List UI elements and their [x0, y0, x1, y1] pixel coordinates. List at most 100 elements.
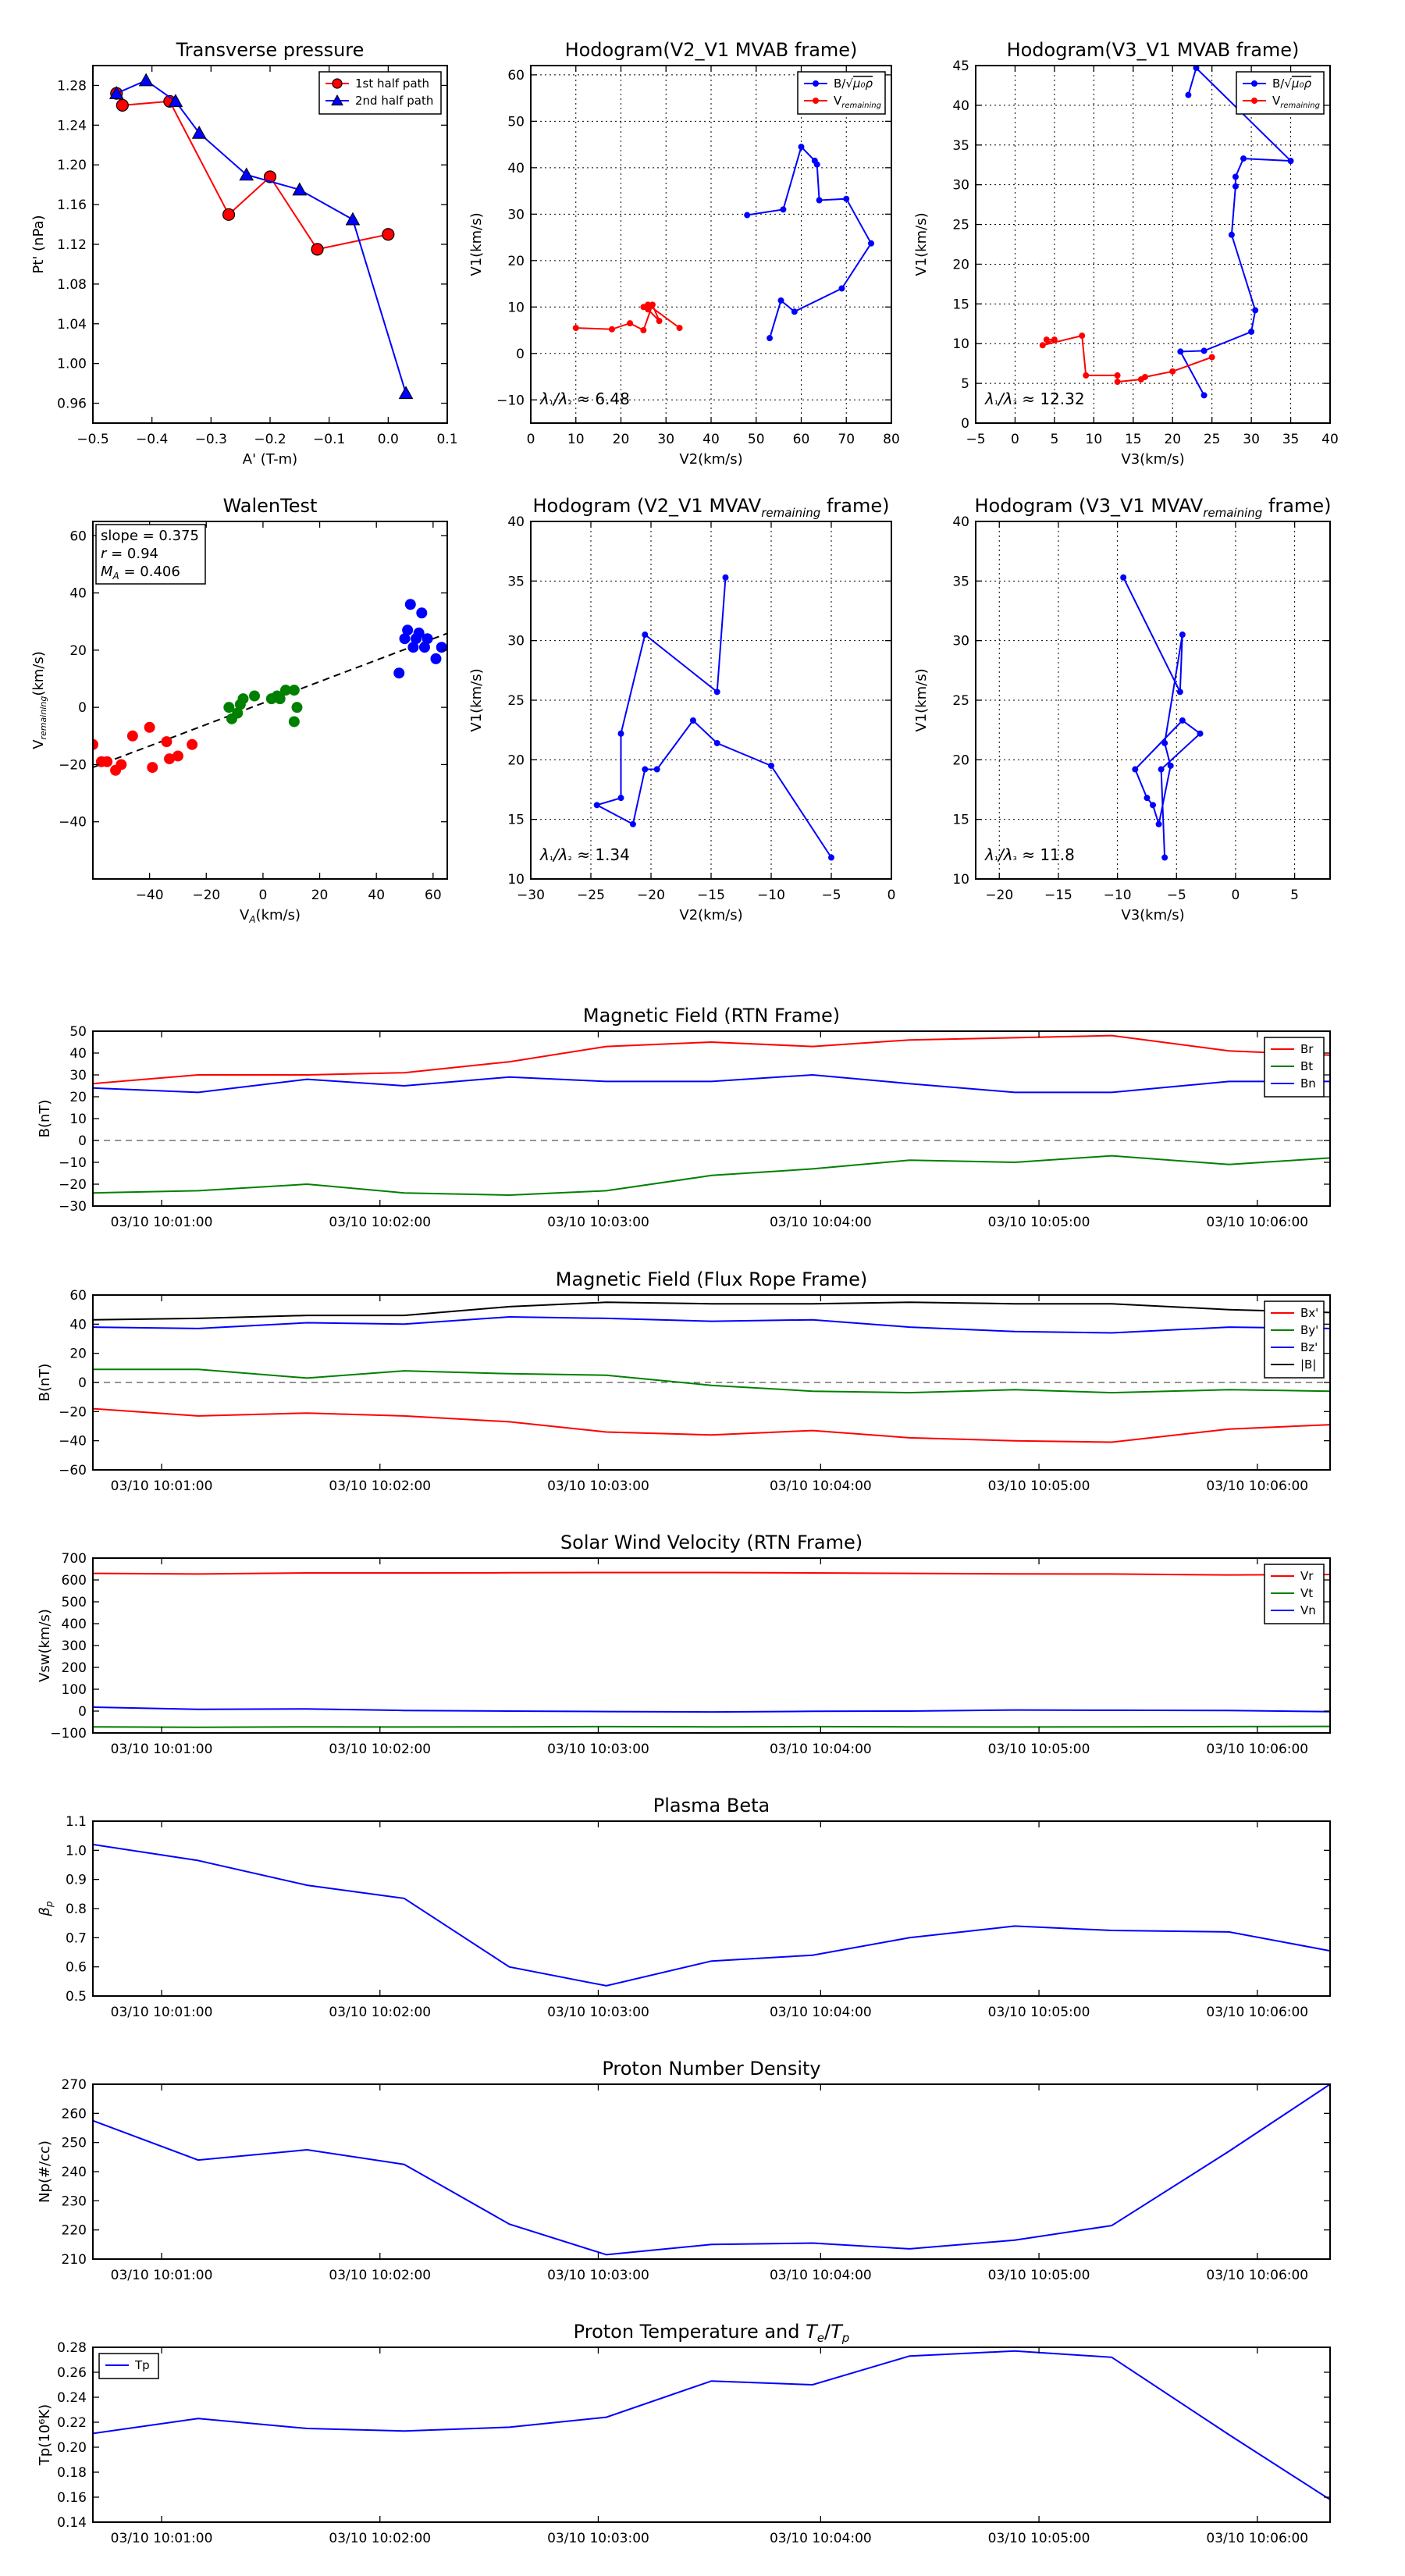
x-tick-label: 03/10 10:04:00 [770, 1215, 872, 1230]
data-point [413, 627, 425, 639]
x-tick-label: 03/10 10:06:00 [1206, 2531, 1308, 2546]
x-tick-label: 03/10 10:05:00 [988, 2531, 1090, 2546]
x-tick-label: −40 [136, 888, 164, 903]
x-tick-label: 0 [1011, 432, 1019, 447]
y-tick-label: 240 [62, 2165, 87, 2180]
chart-hodo1: 0 10 20 30 40 50 60 70 80 −10 0 10 20 30 40 50 60 Hodogra… [468, 39, 900, 468]
y-tick-label: 270 [62, 2077, 87, 2093]
axes-frame [92, 2347, 1331, 2523]
plot-area [1120, 574, 1204, 861]
eigenvalue-ratio-label: λ₁/λ₂ ≈ 6.48 [539, 390, 630, 408]
data-point [640, 327, 647, 334]
y-tick-label: 0.5 [66, 1989, 87, 2005]
y-tick-label: 60 [69, 528, 87, 544]
chart-bfield_fr: 03/10 10:01:00 03/10 10:02:00 03/10 10:03:… [37, 1268, 1331, 1494]
legend-label: Vt [1300, 1586, 1313, 1600]
data-point [1228, 231, 1235, 238]
data-point [838, 285, 845, 292]
data-point [345, 212, 361, 226]
y-tick-label: 30 [507, 207, 525, 222]
x-tick-label: 03/10 10:03:00 [547, 1215, 649, 1230]
axes-frame [975, 65, 1331, 424]
series-line [93, 2350, 1330, 2501]
eigenvalue-ratio-label: λ₁/λ₃ ≈ 11.8 [984, 845, 1075, 864]
x-tick-label: 25 [1204, 432, 1221, 447]
series-line [93, 1706, 1330, 1713]
y-tick-label: 1.00 [57, 357, 87, 372]
legend: 1st half path 2nd half path [318, 71, 442, 115]
data-point [263, 170, 277, 183]
series-line [93, 1407, 1330, 1443]
x-axis-label: V3(km/s) [1121, 907, 1184, 923]
y-tick-label: 0.22 [57, 2415, 87, 2431]
data-point [653, 766, 660, 773]
y-tick-label: 25 [507, 693, 525, 709]
y-tick-label: 20 [952, 257, 969, 272]
legend: B/√μ₀ρ Vremaining [797, 71, 886, 115]
chart-transverse: −0.5 −0.4 −0.3 −0.2 −0.1 0.0 0.1 0.96 1.00 1.04 1.… [30, 39, 458, 468]
x-tick-label: 40 [368, 888, 385, 903]
legend-label: |B| [1300, 1357, 1316, 1372]
data-point [722, 574, 729, 581]
x-tick-label: 03/10 10:04:00 [770, 2005, 872, 2020]
data-point [1051, 336, 1058, 343]
data-point [1179, 632, 1186, 639]
x-axis-label: A' (T-m) [243, 451, 297, 468]
plot-area [93, 1034, 1330, 1197]
y-axis-label: B(nT) [37, 1100, 53, 1138]
x-tick-label: 03/10 10:03:00 [547, 2531, 649, 2546]
chart-title: WalenTest [223, 495, 318, 517]
x-tick-label: 0.0 [378, 432, 399, 447]
x-tick-label: 60 [425, 888, 442, 903]
y-tick-label: 0.28 [57, 2340, 87, 2356]
stats-box: slope = 0.375 r = 0.94 MA = 0.406 [95, 524, 206, 585]
y-tick-label: 50 [69, 1024, 87, 1040]
data-point [239, 167, 254, 181]
x-tick-label: 03/10 10:01:00 [111, 2531, 213, 2546]
axes-frame [92, 1820, 1331, 1997]
chart-vsw: 03/10 10:01:00 03/10 10:02:00 03/10 10:03:… [37, 1532, 1331, 1757]
x-tick-label: 03/10 10:05:00 [988, 1478, 1090, 1494]
data-point [1155, 820, 1162, 827]
x-tick-label: 03/10 10:02:00 [329, 2531, 431, 2546]
x-axis-label: VA(km/s) [240, 907, 301, 925]
x-tick-label: 03/10 10:04:00 [770, 2268, 872, 2283]
x-tick-label: 0 [887, 888, 896, 903]
data-point [1232, 173, 1239, 180]
y-axis-label: V1(km/s) [913, 668, 930, 731]
x-tick-label: 5 [1290, 888, 1299, 903]
data-point [126, 730, 138, 742]
y-tick-label: 40 [952, 98, 969, 114]
data-point [629, 820, 636, 827]
y-tick-label: 30 [69, 1068, 87, 1083]
x-tick-label: 0 [1232, 888, 1240, 903]
y-tick-label: 1.1 [66, 1814, 87, 1830]
y-axis-label: V1(km/s) [468, 212, 485, 276]
legend-label: Vremaining [1272, 94, 1320, 110]
y-tick-label: −20 [59, 1404, 87, 1420]
legend-label: Vremaining [834, 94, 881, 110]
data-point [147, 762, 158, 774]
chart-title: Proton Temperature and Te/Tp [574, 2321, 850, 2345]
x-tick-label: 50 [748, 432, 765, 447]
data-point [1144, 795, 1151, 802]
y-tick-label: 40 [69, 586, 87, 602]
series-line [93, 1315, 1330, 1334]
y-tick-label: 1.08 [57, 277, 87, 293]
data-point [1132, 766, 1139, 773]
y-tick-label: −40 [59, 1434, 87, 1450]
x-tick-label: 03/10 10:02:00 [329, 1478, 431, 1494]
data-point [1043, 336, 1050, 343]
y-tick-label: 40 [69, 1317, 87, 1332]
data-point [813, 161, 820, 168]
x-tick-label: −5 [1167, 888, 1186, 903]
x-tick-label: 03/10 10:06:00 [1206, 2005, 1308, 2020]
x-tick-label: 80 [883, 432, 900, 447]
y-tick-label: 10 [952, 872, 969, 888]
legend-label: Bn [1300, 1076, 1316, 1091]
data-point [768, 762, 774, 769]
data-point [572, 325, 579, 332]
axes-frame [92, 1557, 1331, 1734]
x-tick-label: 0.1 [436, 432, 457, 447]
x-tick-label: −25 [577, 888, 605, 903]
